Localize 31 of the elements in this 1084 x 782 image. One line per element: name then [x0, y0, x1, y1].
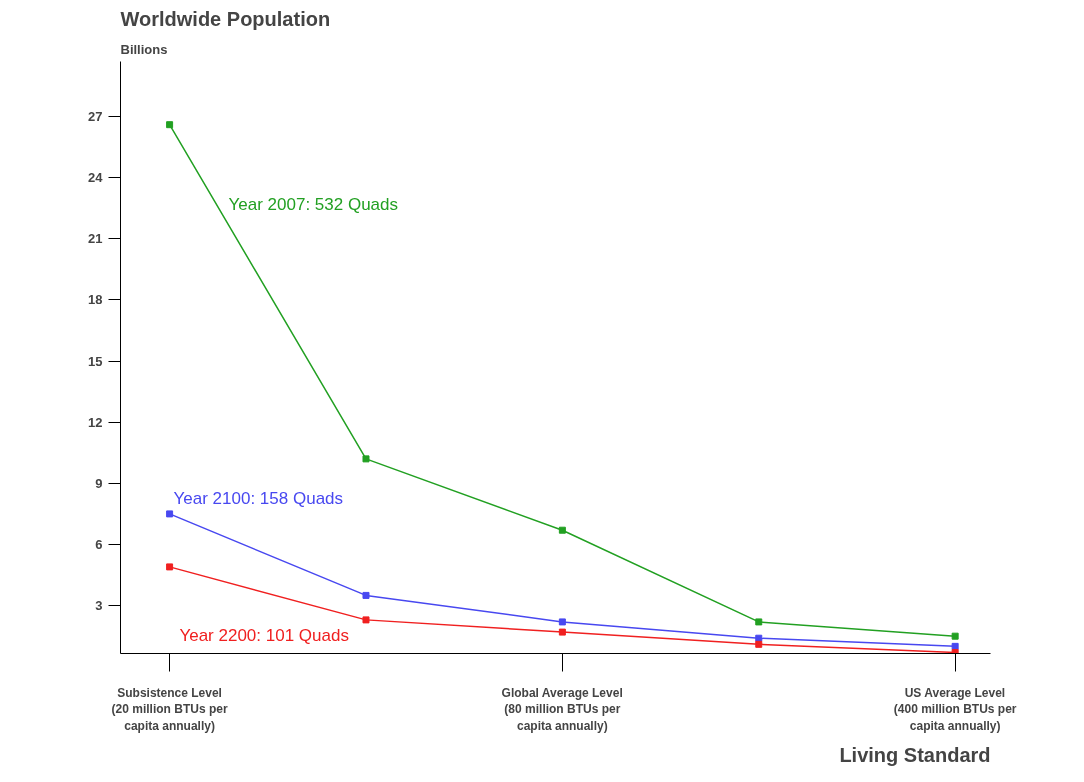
point — [951, 632, 959, 640]
y-tick-label: 15 — [88, 353, 103, 369]
series-label: Year 2200: 101 Quads — [179, 625, 349, 645]
y-tick-label: 3 — [95, 598, 103, 614]
point — [558, 618, 566, 626]
point — [755, 640, 763, 648]
x-tick-label: Subsistence Level (20 million BTUs per capita annually) — [111, 685, 228, 734]
x-axis-title: Living Standard — [839, 743, 991, 766]
point — [166, 510, 174, 518]
y-tick-label: 18 — [88, 292, 103, 308]
point — [166, 563, 174, 571]
y-tick-label: 6 — [95, 536, 103, 552]
y-tick-label: 21 — [88, 231, 103, 247]
y-axis-title: Billions — [120, 41, 168, 57]
point — [558, 628, 566, 636]
point — [166, 121, 174, 129]
x-tick-label: US Average Level (400 million BTUs per capita annually) — [893, 685, 1017, 734]
point — [951, 648, 959, 654]
series-label: Year 2100: 158 Quads — [173, 488, 344, 508]
point — [362, 616, 370, 624]
point — [755, 618, 763, 626]
point — [558, 526, 566, 534]
point — [362, 591, 370, 599]
y-tick-label: 24 — [88, 170, 104, 186]
x-tick-label: Global Average Level (80 million BTUs per capita annually) — [501, 685, 623, 734]
y-tick-label: 9 — [95, 475, 103, 491]
point — [362, 455, 370, 463]
series-label: Year 2007: 532 Quads — [228, 194, 399, 214]
y-tick-label: 12 — [88, 414, 103, 430]
chart-title: Worldwide Population — [120, 7, 331, 30]
y-tick-label: 27 — [88, 109, 103, 125]
